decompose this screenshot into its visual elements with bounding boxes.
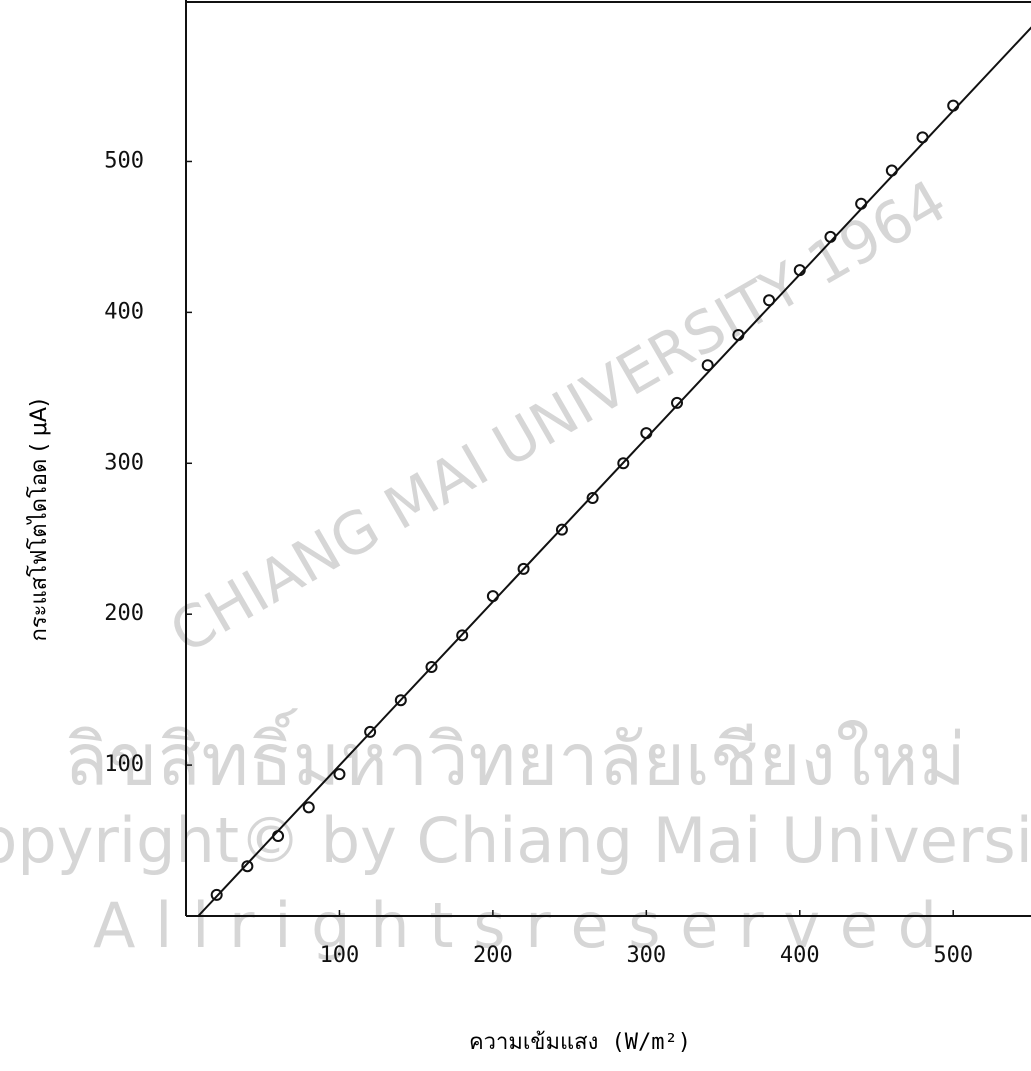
y-axis-label: กระแสโฟโตไดโอด ( μA) <box>26 399 52 642</box>
x-tick-label: 400 <box>780 943 820 968</box>
watermark: CHIANG MAI UNIVERSITY 1964 <box>159 166 958 667</box>
x-tick-label: 300 <box>626 943 666 968</box>
watermark: ลิขสิทธิ์มหาวิทยาลัยเชียงใหม่ <box>64 708 966 802</box>
y-tick-label: 500 <box>104 148 144 173</box>
x-tick-label: 200 <box>473 943 513 968</box>
y-tick-label: 400 <box>104 299 144 324</box>
x-tick-label: 100 <box>320 943 360 968</box>
y-tick-label: 300 <box>104 450 144 475</box>
x-axis-label: ความเข้มแสง (W/m²) <box>469 1030 691 1055</box>
y-tick-label: 100 <box>104 752 144 777</box>
x-tick-label: 500 <box>933 943 973 968</box>
chart: ลิขสิทธิ์มหาวิทยาลัยเชียงใหม่ Copyright©… <box>0 0 1031 1071</box>
data-point <box>488 591 498 601</box>
data-point <box>887 166 897 176</box>
watermark: Copyright© by Chiang Mai University <box>0 804 1031 877</box>
y-tick-label: 200 <box>104 601 144 626</box>
